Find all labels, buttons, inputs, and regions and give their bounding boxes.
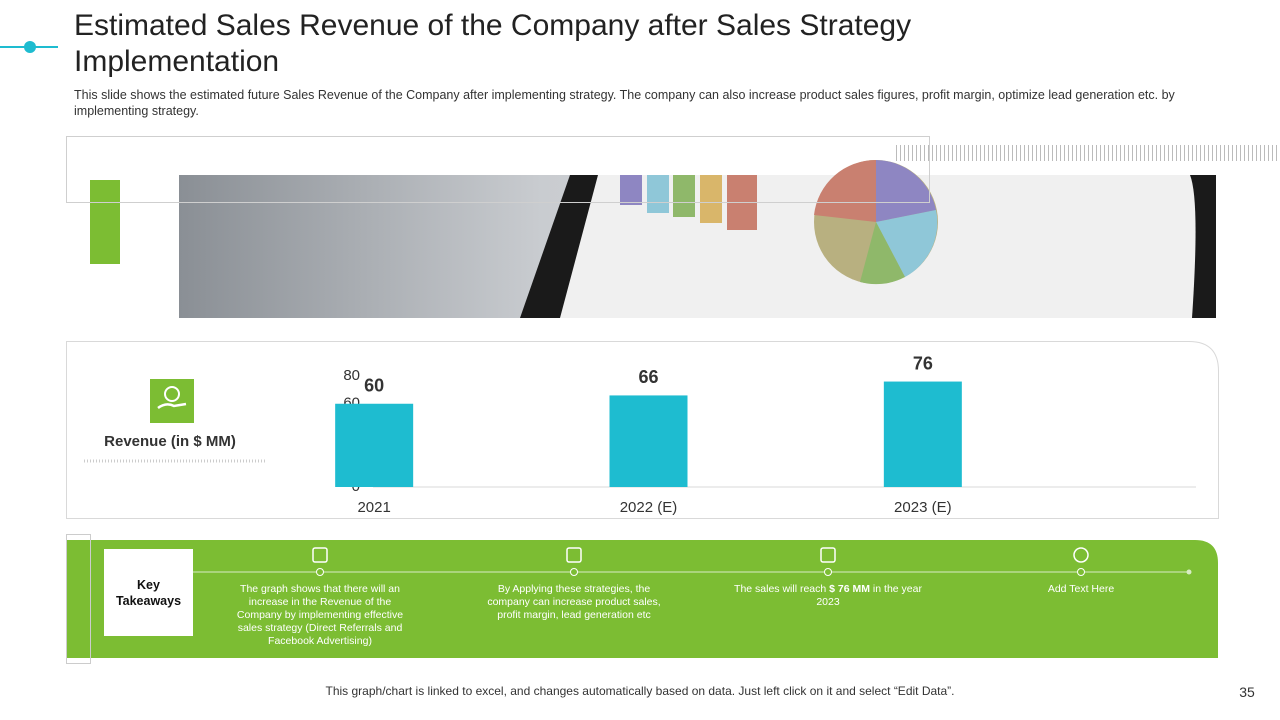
timeline-node [570,568,578,576]
y-tick-label: 80 [343,367,360,384]
bar [609,395,688,487]
photo-bar [647,175,669,213]
x-tick-label: 2022 (E) [620,499,678,516]
photo-pie [876,160,936,222]
money-icon [157,402,187,410]
footer: This graph/chart is linked to excel, and… [325,684,955,698]
takeaway-span: $ 76 MM [829,583,871,595]
takeaway-text: Add Text Here [986,583,1176,596]
photo-bar [620,175,642,205]
takeaway-heading: Key Takeaways [115,578,182,608]
takeaway-key-box [104,549,193,636]
photo-bar [700,175,722,223]
bar [883,381,962,487]
y-axis-label: Revenue (in $ MM) [104,433,236,450]
takeaway-icon [820,547,836,563]
timeline-end [1186,569,1192,575]
data-label: 66 [638,367,658,387]
timeline-node [824,568,832,576]
bar [335,403,414,487]
money-icon [164,386,180,402]
outline-box [66,136,930,203]
takeaway-icon [312,547,328,563]
takeaway-span: The graph shows that there will an incre… [236,583,404,647]
x-tick-label: 2021 [357,499,390,516]
deco-dot [24,41,36,53]
title: Estimated Sales Revenue of the Company a… [74,9,912,78]
subtitle: This slide shows the estimated future Sa… [74,88,1175,118]
green-accent [90,180,120,264]
takeaway-icon [566,547,582,563]
data-label: 76 [913,353,933,373]
photo-pie [876,210,938,277]
photo-pie [814,159,876,222]
timeline-node [316,568,324,576]
photo-pie [860,222,905,285]
timeline-node [1077,568,1085,576]
takeaway-span: By Applying these strategies, the compan… [487,583,661,621]
takeaway-outline [66,534,91,664]
page-number: 35 [1239,684,1255,700]
takeaway-span: The sales will reach [734,583,830,595]
takeaway-band [66,540,1218,658]
takeaway-span: Add Text Here [1047,583,1115,595]
x-tick-label: 2023 (E) [894,499,952,516]
stripe-deco [895,145,1278,161]
takeaway-icon [1073,547,1089,563]
takeaway-text: By Applying these strategies, the compan… [479,583,669,622]
data-label: 60 [364,376,384,396]
takeaway-text: The graph shows that there will an incre… [225,583,415,648]
photo-bar [673,175,695,217]
takeaway-span: in the year 2023 [816,583,922,608]
takeaway-text: The sales will reach $ 76 MM in the year… [733,583,923,609]
